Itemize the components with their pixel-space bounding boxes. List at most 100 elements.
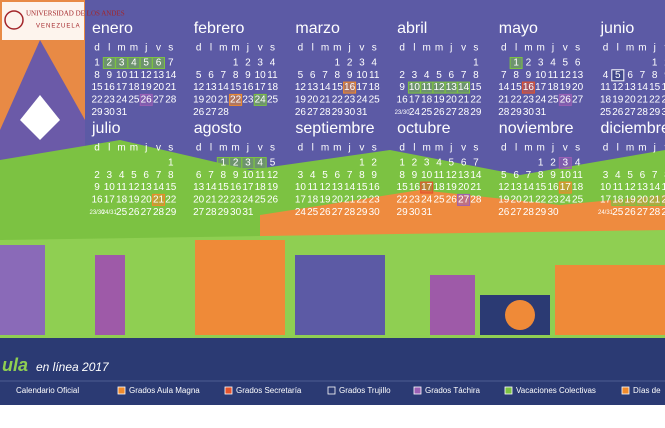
weekday: l (515, 143, 517, 154)
day: 28 (344, 207, 356, 218)
day: 6 (461, 158, 467, 169)
day: 3 (245, 158, 251, 169)
day: 11 (613, 182, 624, 193)
weekday: m (117, 43, 125, 54)
day: 8 (538, 170, 544, 181)
day: 4 (436, 158, 442, 169)
day: 23/30 (89, 210, 105, 216)
day: 19 (267, 182, 279, 193)
day: 11 (267, 70, 278, 81)
day: 1 (233, 58, 239, 69)
day: 29 (91, 107, 103, 118)
day: 25 (128, 95, 140, 106)
day: 26 (498, 207, 510, 218)
day: 27 (446, 107, 458, 118)
day: 4 (310, 170, 316, 181)
day: 25 (600, 107, 612, 118)
day: 17 (560, 182, 572, 193)
day: 6 (513, 170, 519, 181)
month-name: septiembre (295, 120, 374, 137)
weekday: d (94, 43, 100, 54)
day: 17 (535, 82, 547, 93)
day: 28 (153, 207, 165, 218)
day: 17 (356, 82, 368, 93)
day: 29 (470, 107, 482, 118)
day: 5 (449, 158, 455, 169)
weekday: v (258, 43, 263, 54)
day: 11 (548, 70, 559, 81)
day: 23 (104, 95, 116, 106)
brand-tagline: en línea 2017 (36, 360, 110, 374)
day: 3 (257, 58, 263, 69)
month-name: enero (92, 20, 133, 37)
day: 6 (196, 170, 202, 181)
weekday: j (246, 143, 249, 154)
day: 5 (563, 58, 569, 69)
day: 22 (332, 95, 344, 106)
weekday: m (638, 143, 646, 154)
day: 20 (193, 195, 205, 206)
day: 10 (600, 182, 612, 193)
day: 25 (369, 95, 381, 106)
day: 8 (513, 70, 519, 81)
day: 28 (205, 207, 217, 218)
legend-label: Grados Trujillo (339, 386, 391, 395)
day: 1 (652, 58, 658, 69)
weekday: j (144, 43, 147, 54)
day: 18 (433, 182, 445, 193)
day: 16 (397, 95, 409, 106)
day: 10 (242, 170, 254, 181)
day: 15 (218, 182, 230, 193)
legend-label: Vacaciones Colectivas (516, 386, 596, 395)
day: 29 (397, 207, 409, 218)
peak (20, 95, 60, 140)
day: 29 (356, 207, 368, 218)
day: 17 (104, 195, 116, 206)
day-highlight (420, 181, 434, 194)
day: 28 (649, 207, 661, 218)
day: 23 (547, 195, 559, 206)
day: 27 (637, 207, 649, 218)
day: 27 (458, 195, 470, 206)
day: 2 (245, 58, 251, 69)
weekday: d (298, 43, 304, 54)
day: 21 (637, 95, 649, 106)
day: 5 (322, 170, 328, 181)
day-highlight (660, 193, 665, 206)
day: 16 (661, 82, 665, 93)
day: 26 (319, 207, 331, 218)
day: 22 (91, 95, 103, 106)
day: 31 (421, 207, 433, 218)
weekday: v (563, 143, 568, 154)
day: 30 (523, 107, 535, 118)
day: 9 (347, 70, 353, 81)
day: 28 (470, 195, 482, 206)
weekday: m (130, 43, 138, 54)
day: 24 (560, 195, 572, 206)
day: 26 (446, 195, 458, 206)
day: 1 (359, 158, 365, 169)
day: 22 (511, 95, 523, 106)
day: 10 (409, 82, 421, 93)
day-highlight (355, 169, 369, 182)
day: 27 (205, 107, 217, 118)
day: 8 (652, 70, 658, 81)
day: 11 (369, 70, 380, 81)
day: 7 (168, 58, 174, 69)
day: 25 (255, 195, 267, 206)
day: 24 (116, 95, 128, 106)
weekday: l (413, 143, 415, 154)
day: 21 (165, 82, 177, 93)
day: 11 (116, 182, 127, 193)
day: 14 (319, 82, 331, 93)
day: 27 (511, 207, 523, 218)
day: 21 (319, 95, 331, 106)
day: 4 (575, 158, 581, 169)
weekday: j (347, 143, 350, 154)
day: 5 (270, 158, 276, 169)
day: 31 (356, 107, 368, 118)
weekday: v (359, 143, 364, 154)
day: 25 (267, 95, 279, 106)
day: 12 (319, 182, 331, 193)
